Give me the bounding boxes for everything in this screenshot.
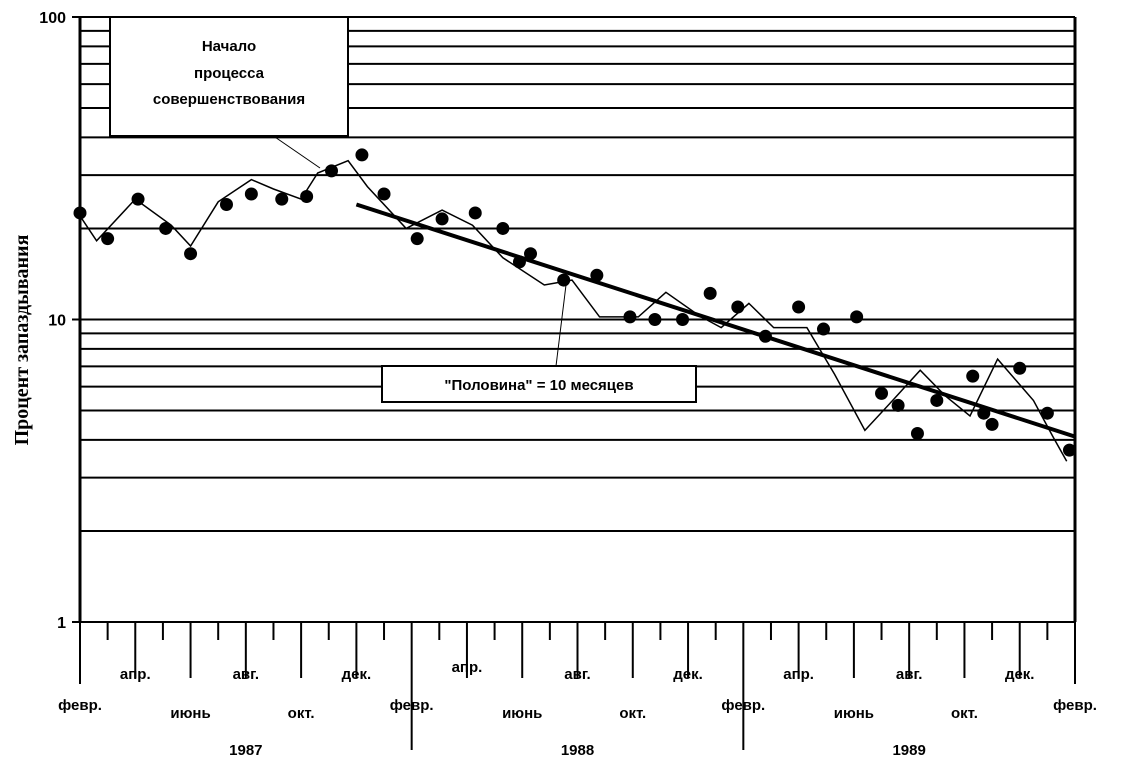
data-point (648, 313, 662, 326)
data-point (325, 164, 339, 178)
data-point (377, 187, 391, 201)
data-point (731, 300, 745, 314)
y-tick-label: 10 (48, 313, 66, 330)
series-line (79, 159, 1068, 462)
data-point (355, 148, 369, 162)
x-month-label: дек. (1005, 666, 1035, 683)
x-month-label: дек. (673, 666, 703, 683)
data-line (79, 159, 1068, 462)
data-point (159, 221, 173, 235)
x-axis-years: 1987 1988 1989 (229, 742, 926, 759)
y-tick-label: 1 (57, 615, 66, 632)
series-trend-line (355, 202, 1076, 439)
x-year-label: 1989 (892, 742, 925, 759)
y-tick-label: 100 (39, 10, 66, 27)
data-point (966, 369, 980, 383)
data-point (1013, 361, 1027, 375)
data-point (875, 386, 889, 400)
x-month-label: февр. (390, 697, 434, 714)
data-point (435, 212, 449, 226)
data-point (244, 187, 258, 201)
data-point (496, 221, 510, 235)
data-point (676, 313, 690, 326)
annotation-start-line-3: совершенствования (153, 91, 305, 108)
data-point (275, 192, 289, 206)
data-point (557, 273, 571, 287)
x-month-label: дек. (342, 666, 372, 683)
x-month-label: окт. (288, 705, 315, 722)
data-point (101, 232, 115, 246)
annotation-start-box (109, 16, 349, 137)
data-point (977, 406, 991, 420)
x-month-label: апр. (120, 666, 151, 683)
data-point (468, 206, 482, 220)
data-point (758, 329, 772, 343)
data-point (1040, 406, 1054, 420)
data-point (792, 300, 806, 314)
x-month-label: авг. (896, 666, 922, 683)
data-point (910, 426, 924, 440)
data-point (623, 310, 637, 324)
data-point (131, 192, 145, 206)
annotation-start-leader (271, 134, 321, 169)
x-month-label: июнь (170, 705, 210, 722)
data-point (524, 247, 538, 261)
annotation-start-line-1: Начало (202, 38, 256, 55)
x-month-label: авг. (233, 666, 259, 683)
data-point (850, 310, 864, 324)
annotation-half-box (381, 365, 697, 403)
x-year-label: 1988 (561, 742, 594, 759)
data-point (816, 322, 830, 336)
x-month-label: окт. (619, 705, 646, 722)
data-point (184, 247, 198, 261)
data-point (300, 190, 314, 204)
data-point (219, 197, 233, 211)
data-point (985, 417, 999, 431)
x-month-label: февр. (1053, 697, 1097, 714)
data-point (410, 232, 424, 246)
annotation-start-line-2: процесса (194, 65, 265, 82)
annotation-half-text: "Половина" = 10 месяцев (444, 377, 633, 394)
data-point (703, 286, 717, 300)
data-point (1062, 443, 1076, 457)
annotation-start: Начало процесса совершенствования (109, 16, 349, 169)
data-point (73, 206, 87, 220)
data-point (891, 398, 905, 412)
x-month-label: авг. (564, 666, 590, 683)
x-year-label: 1987 (229, 742, 262, 759)
x-month-label: июнь (834, 705, 874, 722)
x-month-label: апр. (452, 659, 483, 676)
x-month-label: июнь (502, 705, 542, 722)
annotation-half-leader (555, 284, 567, 367)
data-point (590, 268, 604, 282)
data-point (930, 393, 944, 407)
trend-line (355, 202, 1076, 439)
data-point (512, 255, 526, 269)
x-month-label: февр. (58, 697, 102, 714)
x-month-label: апр. (783, 666, 814, 683)
y-axis-label: Процент запаздывания (11, 234, 33, 445)
x-month-label: окт. (951, 705, 978, 722)
x-month-label: февр. (721, 697, 765, 714)
annotation-half: "Половина" = 10 месяцев (381, 284, 697, 403)
x-axis-months: февр. апр. июнь авг. окт. дек. февр. апр. июнь ав… (58, 622, 1097, 750)
y-tick-labels: 1 10 100 (39, 10, 80, 632)
series-points (73, 148, 1076, 457)
